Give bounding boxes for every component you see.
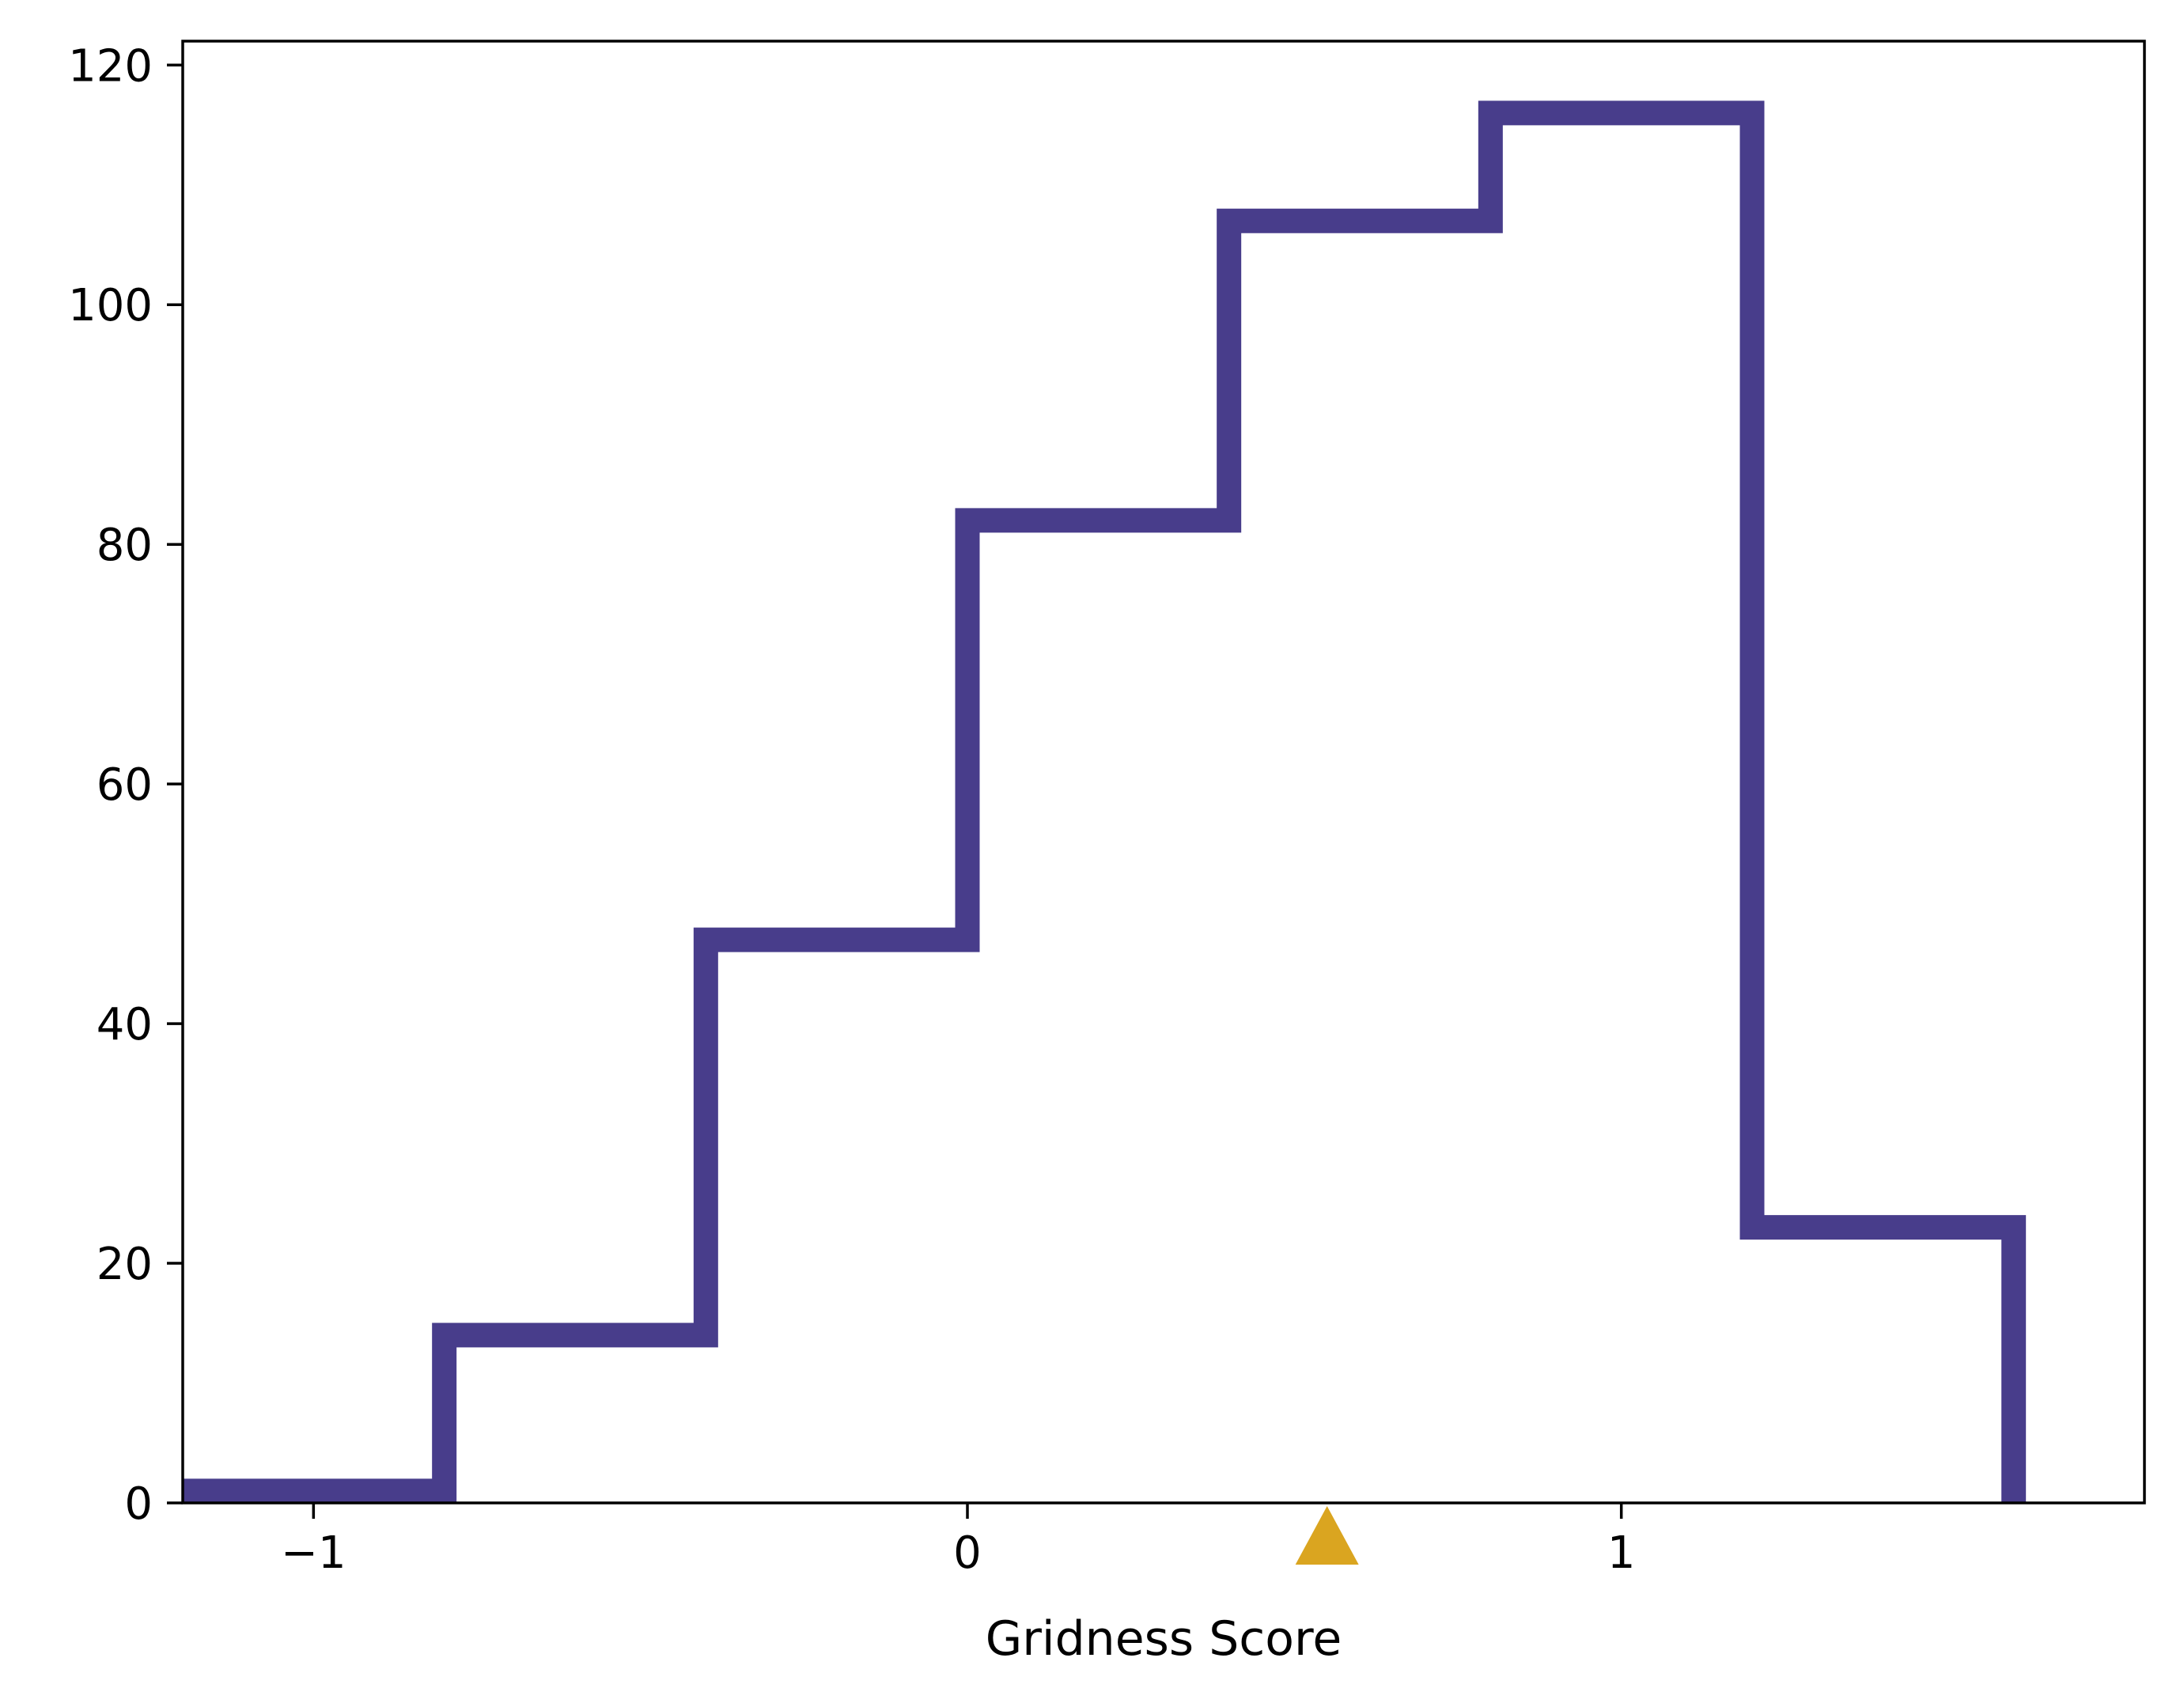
y-tick-label: 100 [68, 280, 153, 331]
x-tick-label: 0 [953, 1527, 982, 1579]
x-tick-label: −1 [281, 1527, 346, 1579]
y-tick-label: 60 [97, 759, 153, 811]
y-tick-label: 80 [97, 520, 153, 571]
x-axis-label: Gridness Score [986, 1611, 1342, 1667]
axes-frame [181, 40, 2146, 1505]
series-layer [183, 100, 2027, 1504]
y-tick-label: 20 [97, 1239, 153, 1290]
x-tick-label: 1 [1607, 1527, 1636, 1579]
mean-marker-triangle [1295, 1506, 1359, 1565]
y-tick-label: 40 [97, 999, 153, 1050]
axes-spines [181, 40, 2146, 1505]
marker-layer [1295, 1506, 1359, 1565]
histogram-step-line [183, 100, 2027, 1504]
y-tick-label: 0 [124, 1478, 153, 1530]
y-tick-label: 120 [68, 40, 153, 92]
